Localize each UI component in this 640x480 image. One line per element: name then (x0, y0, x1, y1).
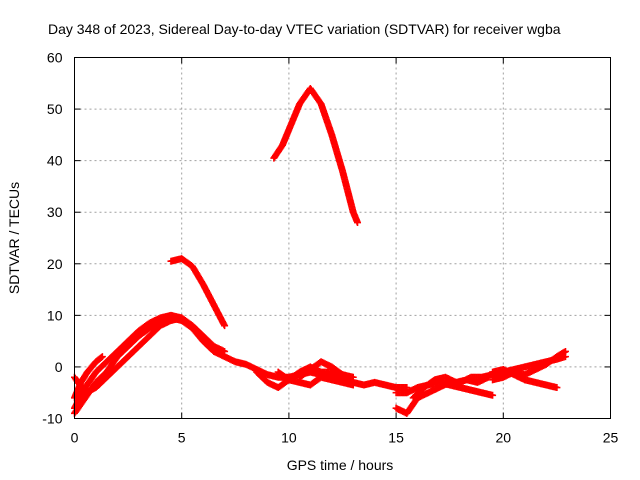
data-point (484, 373, 492, 381)
axis-ticks: 0 5 10 15 20 25 -10 0 10 20 30 40 50 60 (42, 50, 618, 446)
y-tick-label: 60 (47, 50, 63, 66)
x-tick-label: 0 (71, 430, 79, 446)
series-arc-8 (274, 368, 357, 389)
x-tick-label: 15 (388, 430, 404, 446)
plot-frame (74, 57, 611, 419)
series-arc-12 (409, 373, 492, 402)
y-tick-label: -10 (42, 411, 62, 427)
series-arc-5 (167, 255, 229, 330)
y-tick-label: 20 (47, 256, 63, 272)
data-point (221, 347, 229, 355)
y-tick-label: 0 (55, 359, 63, 375)
y-tick-label: 40 (47, 153, 63, 169)
data-point (221, 322, 229, 330)
y-tick-label: 10 (47, 307, 63, 323)
series-arc-4 (71, 314, 186, 397)
x-axis-label: GPS time / hours (287, 457, 394, 473)
x-tick-label: 20 (496, 430, 512, 446)
y-tick-label: 30 (47, 204, 63, 220)
x-tick-label: 5 (178, 430, 186, 446)
data-point (337, 370, 345, 378)
chart-title: Day 348 of 2023, Sidereal Day-to-day VTE… (48, 21, 561, 37)
y-axis-label: SDTVAR / TECUs (6, 182, 22, 294)
data-point (489, 391, 497, 399)
series-arc-6 (270, 84, 362, 227)
series-arc-14 (489, 347, 569, 384)
series-arc-9 (296, 358, 346, 381)
data-point (97, 353, 105, 361)
data-point (98, 353, 106, 361)
data-point (354, 219, 362, 227)
series-arc-2 (71, 311, 229, 412)
data-point (349, 373, 357, 381)
x-tick-label: 10 (281, 430, 297, 446)
series-arc-13 (489, 366, 561, 392)
data-point (349, 381, 357, 389)
x-tick-label: 25 (603, 430, 619, 446)
data-points (71, 84, 569, 417)
y-tick-label: 50 (47, 101, 63, 117)
data-point (561, 347, 569, 355)
data-point (553, 384, 561, 392)
data-point (178, 314, 186, 322)
data-point (339, 371, 346, 379)
